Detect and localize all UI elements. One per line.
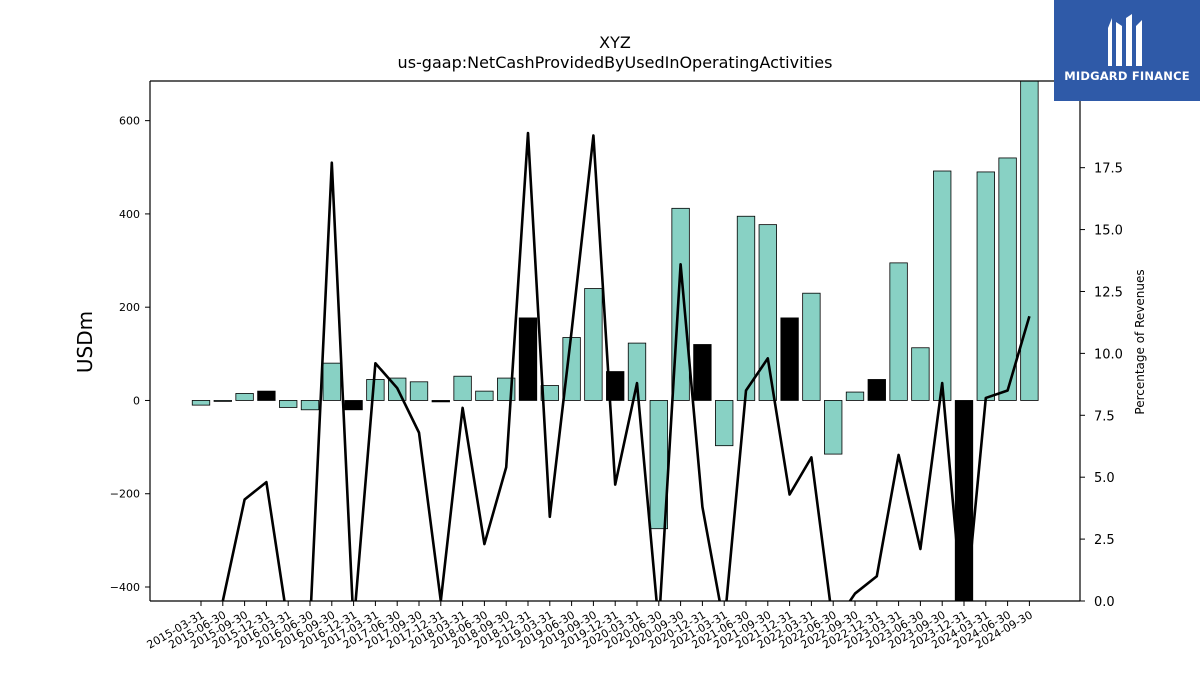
bar: [824, 400, 843, 455]
y-axis-label: USDm: [73, 311, 97, 373]
brand-logo: MIDGARD FINANCE: [1054, 0, 1200, 101]
bar: [257, 390, 276, 401]
bar: [627, 342, 647, 401]
y2-tick-label: 2.5: [1094, 533, 1115, 548]
bar: [366, 379, 385, 401]
chart-title: XYZ: [599, 33, 631, 52]
line-group: [221, 131, 1031, 601]
y-tick-label: 0: [133, 394, 140, 407]
bar: [998, 157, 1017, 401]
bar: [584, 288, 603, 401]
bar: [279, 400, 298, 408]
bar: [845, 391, 865, 401]
bar: [475, 390, 494, 401]
y2-tick-label: 5.0: [1094, 471, 1115, 486]
logo-text: MIDGARD FINANCE: [1064, 69, 1190, 83]
bar: [867, 379, 886, 401]
bar: [606, 371, 625, 401]
y2-axis-label: Percentage of Revenues: [1133, 269, 1147, 414]
y2-tick-label: 7.5: [1094, 409, 1115, 424]
bar: [540, 385, 559, 401]
bar: [758, 224, 777, 401]
y2-tick-label: 15.0: [1094, 224, 1123, 239]
bar: [976, 171, 995, 401]
bar: [802, 292, 821, 401]
bar: [322, 362, 341, 401]
line-series: [221, 131, 1031, 601]
bar: [213, 400, 232, 402]
bar: [518, 317, 538, 401]
y2-tick-label: 17.5: [1094, 162, 1123, 177]
y-tick-label: 400: [119, 208, 140, 221]
bar: [911, 347, 930, 401]
bar: [300, 400, 320, 411]
y2-tick-label: 10.0: [1094, 347, 1123, 362]
y-tick-label: −400: [110, 581, 140, 594]
y2-tick-label: 12.5: [1094, 285, 1123, 300]
bar: [344, 400, 363, 411]
bar: [191, 400, 211, 406]
y-tick-label: −200: [110, 488, 140, 501]
logo-mark-icon: [1108, 14, 1142, 66]
bar: [736, 215, 756, 401]
bar: [933, 170, 952, 401]
bar: [235, 393, 254, 401]
bar: [431, 400, 450, 403]
y-tick-label: 600: [119, 115, 140, 128]
bar: [409, 381, 429, 401]
chart-subtitle: us-gaap:NetCashProvidedByUsedInOperating…: [398, 53, 833, 72]
y2-tick-label: 0.0: [1094, 595, 1115, 610]
axes-group: −400 −200 0 200 400 600 0.0 2.5 5.0 7.5 10.0 12.5 15…: [110, 80, 1123, 652]
bar: [1020, 80, 1039, 401]
bar: [780, 317, 799, 401]
bar: [453, 375, 472, 401]
y-tick-label: 200: [119, 301, 140, 314]
bars-group: [191, 80, 1039, 602]
bar: [715, 400, 734, 447]
bar: [693, 344, 712, 401]
bar: [889, 262, 908, 401]
